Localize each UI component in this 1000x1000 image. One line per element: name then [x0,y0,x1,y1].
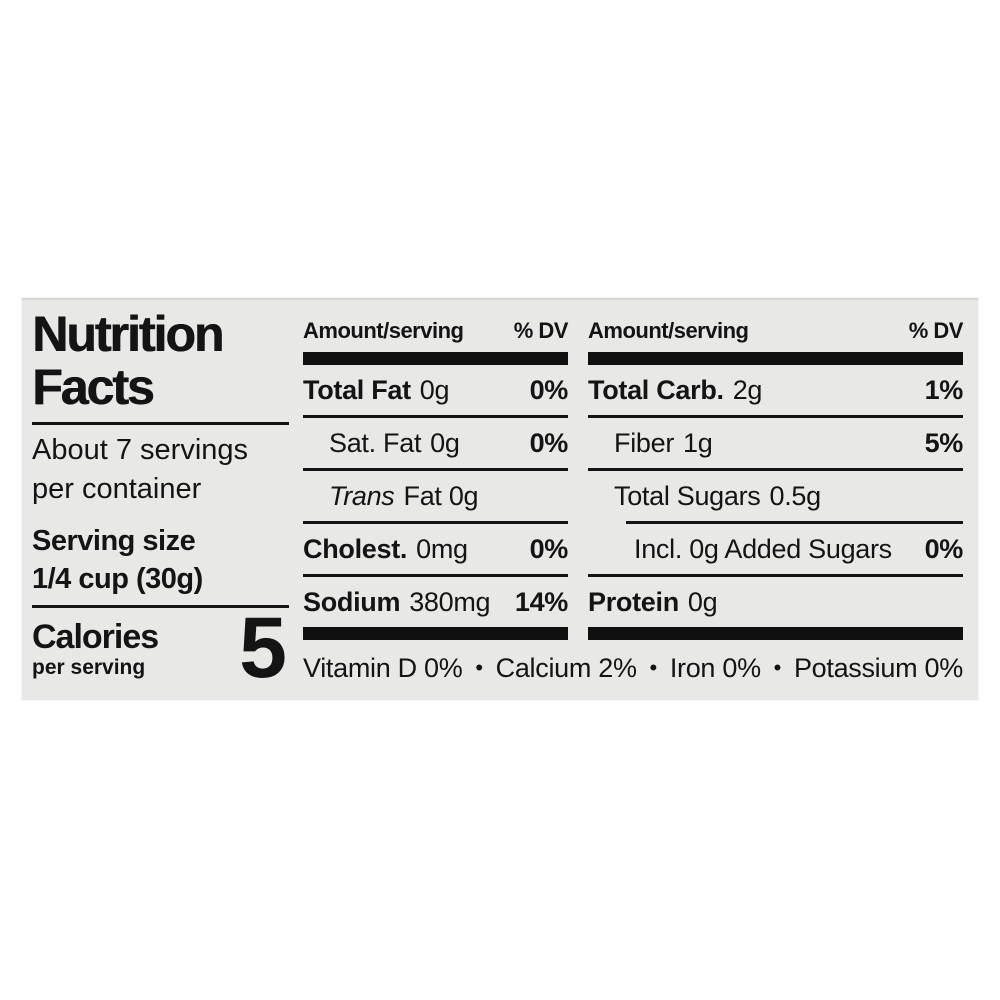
divider-above-calories [32,605,289,608]
nutrient-amount: 0g [430,427,460,458]
thick-bar-bottom [303,627,568,640]
calories-row: Calories per serving 5 [32,600,289,696]
nutrient-name-italic: Trans [329,480,395,511]
nutrient-dv: 1% [924,374,964,405]
micronutrient-iron: Iron 0% [669,652,761,683]
nutrient-amount: 0g [687,586,718,617]
row-divider [303,574,568,577]
micronutrient-potassium: Potassium 0% [793,652,963,683]
nutrient-name: Sat. Fat [329,427,422,458]
nutrition-facts-label: Nutrition Facts About 7 servings per con… [22,298,978,700]
micronutrient-vitamin-d: Vitamin D 0% [303,652,463,683]
panel-mid-header: Amount/serving % DV [303,318,569,344]
calories-labels: Calories per serving [32,618,159,680]
label-title-line1: Nutrition [32,306,224,362]
nutrient-amount: 0.5g [769,480,821,511]
row-divider-indented [626,521,963,524]
nutrient-name: Sodium [303,586,401,617]
nutrient-name: Protein [588,586,679,617]
nutrient-amount: 380mg [409,586,491,617]
micronutrients-row: Vitamin D 0% • Calcium 2% • Iron 0% • Po… [303,647,963,689]
nutrient-row-trans-fat: Trans Fat 0g [303,471,568,521]
row-divider [588,574,963,577]
servings-line2: per container [32,473,202,505]
nutrient-dv: 5% [924,427,964,458]
bullet-separator: • [475,655,483,680]
header-percent-dv: % DV [908,318,964,343]
serving-size-label: Serving size [32,525,196,557]
bullet-separator: • [773,655,782,680]
panel-right-header: Amount/serving % DV [588,318,964,344]
row-divider [588,468,963,471]
panel-carb-protein: Amount/serving % DV Total Carb. 2g 1% Fib… [588,300,964,640]
nutrient-dv: 0% [924,533,964,564]
servings-line1: About 7 servings [32,434,249,466]
nutrient-name: Total Fat [303,374,411,405]
label-title: Nutrition Facts [32,308,289,414]
nutrient-amount: 0g [419,374,450,405]
nutrient-name: Incl. 0g Added Sugars [634,533,892,564]
panel-fat-sodium: Amount/serving % DV Total Fat 0g 0% Sat. … [303,300,569,640]
nutrient-row-fiber: Fiber 1g 5% [588,418,963,468]
thick-bar-bottom [588,627,963,640]
row-divider [303,415,568,418]
row-divider [303,521,568,524]
thick-bar-top [588,352,963,365]
serving-size: Serving size 1/4 cup (30g) [32,522,289,598]
nutrient-amount: 0mg [416,533,468,564]
serving-size-value: 1/4 cup (30g) [32,563,203,595]
row-divider [588,415,963,418]
nutrient-name: Total Carb. [588,374,724,405]
calories-label: Calories [32,618,159,656]
header-amount-serving: Amount/serving [588,318,749,343]
micronutrient-calcium: Calcium 2% [495,652,637,683]
nutrient-dv: 0% [529,374,569,405]
calories-sublabel: per serving [32,656,146,679]
nutrient-dv: 0% [529,533,569,564]
header-amount-serving: Amount/serving [303,318,464,343]
calories-value: 5 [239,600,287,696]
bullet-separator: • [649,655,658,680]
nutrient-amount: 1g [683,427,713,458]
nutrient-row-total-fat: Total Fat 0g 0% [303,365,568,415]
nutrient-amount: Fat 0g [403,480,479,511]
row-divider [303,468,568,471]
nutrient-name: Fiber [614,427,675,458]
nutrient-row-protein: Protein 0g [588,577,963,627]
nutrient-amount: 2g [732,374,763,405]
label-title-line2: Facts [32,359,155,415]
nutrient-row-added-sugars: Incl. 0g Added Sugars 0% [588,524,963,574]
divider-under-title [32,422,289,425]
nutrient-name: Total Sugars [614,480,761,511]
nutrient-row-total-sugars: Total Sugars 0.5g [588,471,963,521]
nutrient-row-sodium: Sodium 380mg 14% [303,577,568,627]
nutrient-row-total-carb: Total Carb. 2g 1% [588,365,963,415]
header-percent-dv: % DV [513,318,569,343]
thick-bar-top [303,352,568,365]
panel-left: Nutrition Facts About 7 servings per con… [32,308,289,696]
nutrient-dv: 0% [529,427,569,458]
nutrient-name: Cholest. [303,533,408,564]
nutrient-dv: 14% [514,586,568,617]
nutrient-row-sat-fat: Sat. Fat 0g 0% [303,418,568,468]
servings-per-container: About 7 servings per container [32,431,289,509]
nutrient-row-cholesterol: Cholest. 0mg 0% [303,524,568,574]
